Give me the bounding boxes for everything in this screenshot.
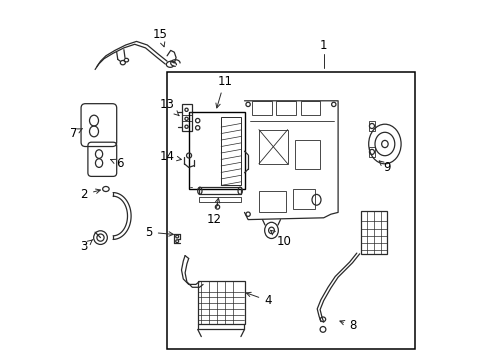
Text: 2: 2 <box>81 188 100 201</box>
Bar <box>258 130 287 164</box>
Text: 9: 9 <box>379 161 389 174</box>
Bar <box>300 101 320 115</box>
Text: 13: 13 <box>160 98 179 116</box>
Text: 7: 7 <box>70 127 82 140</box>
Bar <box>199 187 241 194</box>
Text: 10: 10 <box>270 230 291 248</box>
Text: 15: 15 <box>152 28 167 47</box>
Bar <box>258 191 285 212</box>
Bar <box>276 101 295 115</box>
Text: 5: 5 <box>145 226 173 239</box>
Text: 1: 1 <box>319 39 327 51</box>
Bar <box>361 211 386 254</box>
Bar <box>251 101 271 115</box>
Bar <box>368 121 374 131</box>
Text: 4: 4 <box>246 292 271 307</box>
Bar <box>188 112 244 189</box>
Bar <box>199 197 241 202</box>
Text: 11: 11 <box>216 75 232 108</box>
Text: 3: 3 <box>81 239 93 253</box>
Text: 8: 8 <box>339 319 355 332</box>
Text: 14: 14 <box>159 150 181 163</box>
Text: 12: 12 <box>206 198 221 226</box>
Bar <box>181 104 191 131</box>
Bar <box>292 189 314 209</box>
Bar <box>294 140 320 169</box>
Bar <box>197 281 244 324</box>
Bar <box>167 72 415 349</box>
Text: 6: 6 <box>111 157 124 170</box>
Bar <box>368 147 374 157</box>
Bar <box>221 117 241 185</box>
